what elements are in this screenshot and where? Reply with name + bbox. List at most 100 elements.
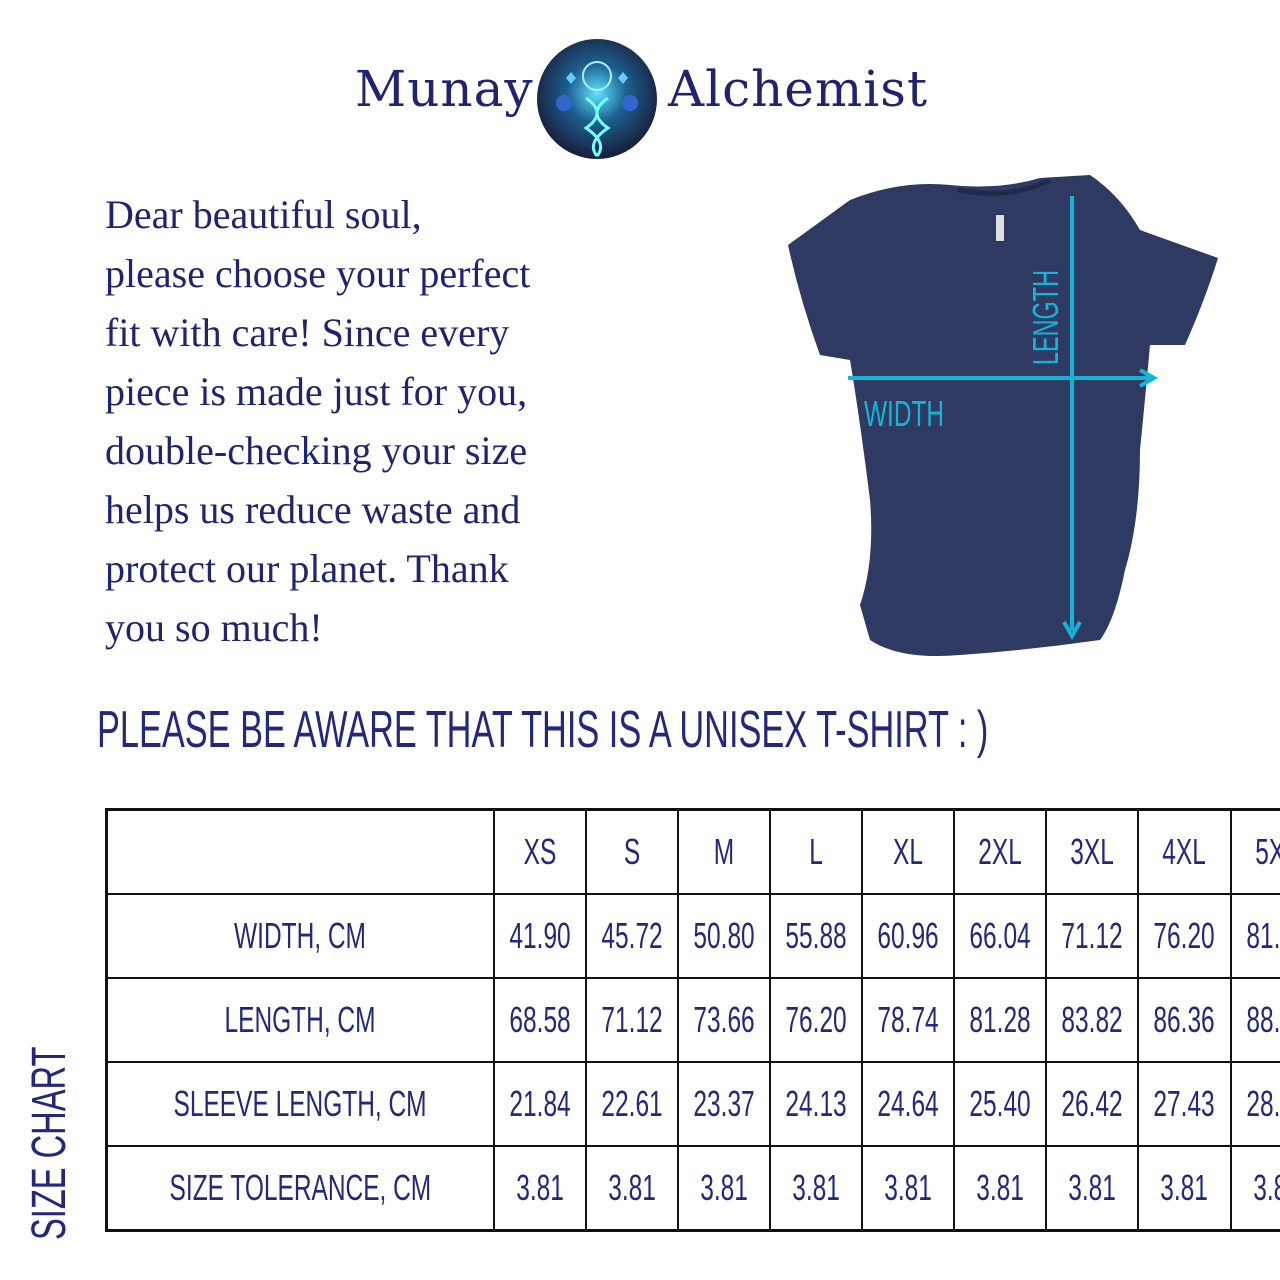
value-cell: 27.43 <box>1137 1061 1232 1147</box>
value-cell: 3.81 <box>1045 1145 1140 1232</box>
size-header-cell-text: M <box>713 831 735 872</box>
value-cell: 28.45 <box>1229 1061 1280 1147</box>
size-chart-label: SIZE CHART <box>22 956 77 1240</box>
brand-name-right: Alchemist <box>668 60 929 118</box>
value-cell: 68.58 <box>492 977 587 1063</box>
value-cell-text: 78.74 <box>877 999 939 1040</box>
value-cell: 3.81 <box>861 1145 956 1232</box>
value-cell-text: 68.58 <box>509 999 571 1040</box>
size-chart-label-text: SIZE CHART <box>23 1046 76 1240</box>
value-cell-text: 83.82 <box>1061 999 1123 1040</box>
table-row: WIDTH, CM 41.90 45.72 50.80 55.88 60.96 66.04 7… <box>105 893 1280 979</box>
row-label-cell: LENGTH, CM <box>105 977 495 1063</box>
value-cell: 3.81 <box>769 1145 864 1232</box>
row-label-cell-text: WIDTH, CM <box>234 915 367 956</box>
value-cell-text: 23.37 <box>693 1083 755 1124</box>
value-cell: 78.74 <box>861 977 956 1063</box>
value-cell: 86.36 <box>1137 977 1232 1063</box>
value-cell: 45.72 <box>584 893 679 979</box>
value-cell: 60.96 <box>861 893 956 979</box>
intro-line: you so much! <box>105 605 323 650</box>
row-label-cell: SIZE TOLERANCE, CM <box>105 1145 495 1232</box>
value-cell-text: 25.40 <box>969 1083 1031 1124</box>
value-cell-text: 3.81 <box>608 1167 656 1208</box>
value-cell: 81.28 <box>953 977 1048 1063</box>
value-cell: 24.64 <box>861 1061 956 1147</box>
intro-line: Dear beautiful soul, <box>105 192 422 237</box>
value-cell-text: 21.84 <box>509 1083 571 1124</box>
value-cell: 71.12 <box>584 977 679 1063</box>
table-row: SLEEVE LENGTH, CM 21.84 22.61 23.37 24.13 24.… <box>105 1061 1280 1147</box>
intro-line: double-checking your size <box>105 428 528 473</box>
value-cell-text: 28.45 <box>1245 1083 1280 1124</box>
value-cell: 22.61 <box>584 1061 679 1147</box>
value-cell: 55.88 <box>769 893 864 979</box>
value-cell: 3.81 <box>492 1145 587 1232</box>
size-header-cell-text: XL <box>893 831 924 872</box>
size-header-cell: 5XL <box>1229 808 1280 895</box>
intro-message: Dear beautiful soul, please choose your … <box>105 185 665 657</box>
value-cell: 3.81 <box>584 1145 679 1232</box>
brand-name-left: Munay <box>355 60 534 118</box>
value-cell-text: 50.80 <box>693 915 755 956</box>
value-cell: 3.81 <box>1229 1145 1280 1232</box>
value-cell-text: 26.42 <box>1061 1083 1123 1124</box>
value-cell: 88.90 <box>1229 977 1280 1063</box>
intro-line: fit with care! Since every <box>105 310 510 355</box>
size-header-cell: XL <box>861 808 956 895</box>
size-table: XS S M L XL 2XL 3XL 4XL 5XL WIDTH, CM 41.90 45.72 50… <box>105 808 1280 1232</box>
value-cell: 3.81 <box>1137 1145 1232 1232</box>
value-cell-text: 24.13 <box>785 1083 847 1124</box>
value-cell-text: 60.96 <box>877 915 939 956</box>
size-header-cell-text: S <box>623 831 641 872</box>
value-cell-text: 86.36 <box>1153 999 1216 1040</box>
value-cell-text: 45.72 <box>601 915 663 956</box>
size-header-cell-text: XS <box>523 831 557 872</box>
width-label: WIDTH <box>864 393 944 434</box>
size-header-cell: 2XL <box>953 808 1048 895</box>
value-cell: 50.80 <box>676 893 772 979</box>
table-row: LENGTH, CM 68.58 71.12 73.66 76.20 78.74 81.28… <box>105 977 1280 1063</box>
value-cell-text: 3.81 <box>792 1167 840 1208</box>
value-cell: 23.37 <box>676 1061 772 1147</box>
value-cell-text: 71.12 <box>601 999 663 1040</box>
size-header-cell: S <box>584 808 679 895</box>
value-cell-text: 3.81 <box>515 1167 564 1208</box>
size-header-cell: XS <box>492 808 587 895</box>
value-cell-text: 76.20 <box>785 999 847 1040</box>
value-cell-text: 3.81 <box>884 1167 932 1208</box>
value-cell-text: 3.81 <box>700 1167 748 1208</box>
value-cell-text: 88.90 <box>1245 999 1280 1040</box>
value-cell: 21.84 <box>492 1061 587 1147</box>
size-header-cell: 4XL <box>1137 808 1232 895</box>
unisex-notice: PLEASE BE AWARE THAT THIS IS A UNISEX T-… <box>97 701 989 759</box>
value-cell-text: 76.20 <box>1153 915 1216 956</box>
value-cell: 76.20 <box>1137 893 1232 979</box>
value-cell-text: 71.12 <box>1061 915 1123 956</box>
size-header-cell: 3XL <box>1045 808 1140 895</box>
value-cell-text: 55.88 <box>785 915 847 956</box>
size-header-cell: M <box>676 808 772 895</box>
value-cell-text: 66.04 <box>969 915 1031 956</box>
intro-line: helps us reduce waste and <box>105 487 521 532</box>
size-header-cell-text: 3XL <box>1070 831 1115 872</box>
size-header-cell-text: 2XL <box>978 831 1023 872</box>
value-cell: 81.28 <box>1229 893 1280 979</box>
value-cell-text: 41.90 <box>509 915 571 956</box>
intro-line: protect our planet. Thank <box>105 546 509 591</box>
value-cell: 3.81 <box>953 1145 1048 1232</box>
value-cell-text: 3.81 <box>976 1167 1025 1208</box>
intro-line: please choose your perfect <box>105 251 531 296</box>
value-cell: 41.90 <box>492 893 587 979</box>
value-cell-text: 22.61 <box>601 1083 663 1124</box>
intro-line: piece is made just for you, <box>105 369 528 414</box>
row-label-cell-text: LENGTH, CM <box>224 999 376 1040</box>
row-label-cell: SLEEVE LENGTH, CM <box>105 1061 495 1147</box>
value-cell-text: 27.43 <box>1153 1083 1216 1124</box>
value-cell: 66.04 <box>953 893 1048 979</box>
value-cell: 73.66 <box>676 977 772 1063</box>
size-header-cell-text: 5XL <box>1254 831 1280 872</box>
value-cell-text: 3.81 <box>1160 1167 1209 1208</box>
size-header-cell-text: L <box>809 831 823 872</box>
value-cell: 25.40 <box>953 1061 1048 1147</box>
